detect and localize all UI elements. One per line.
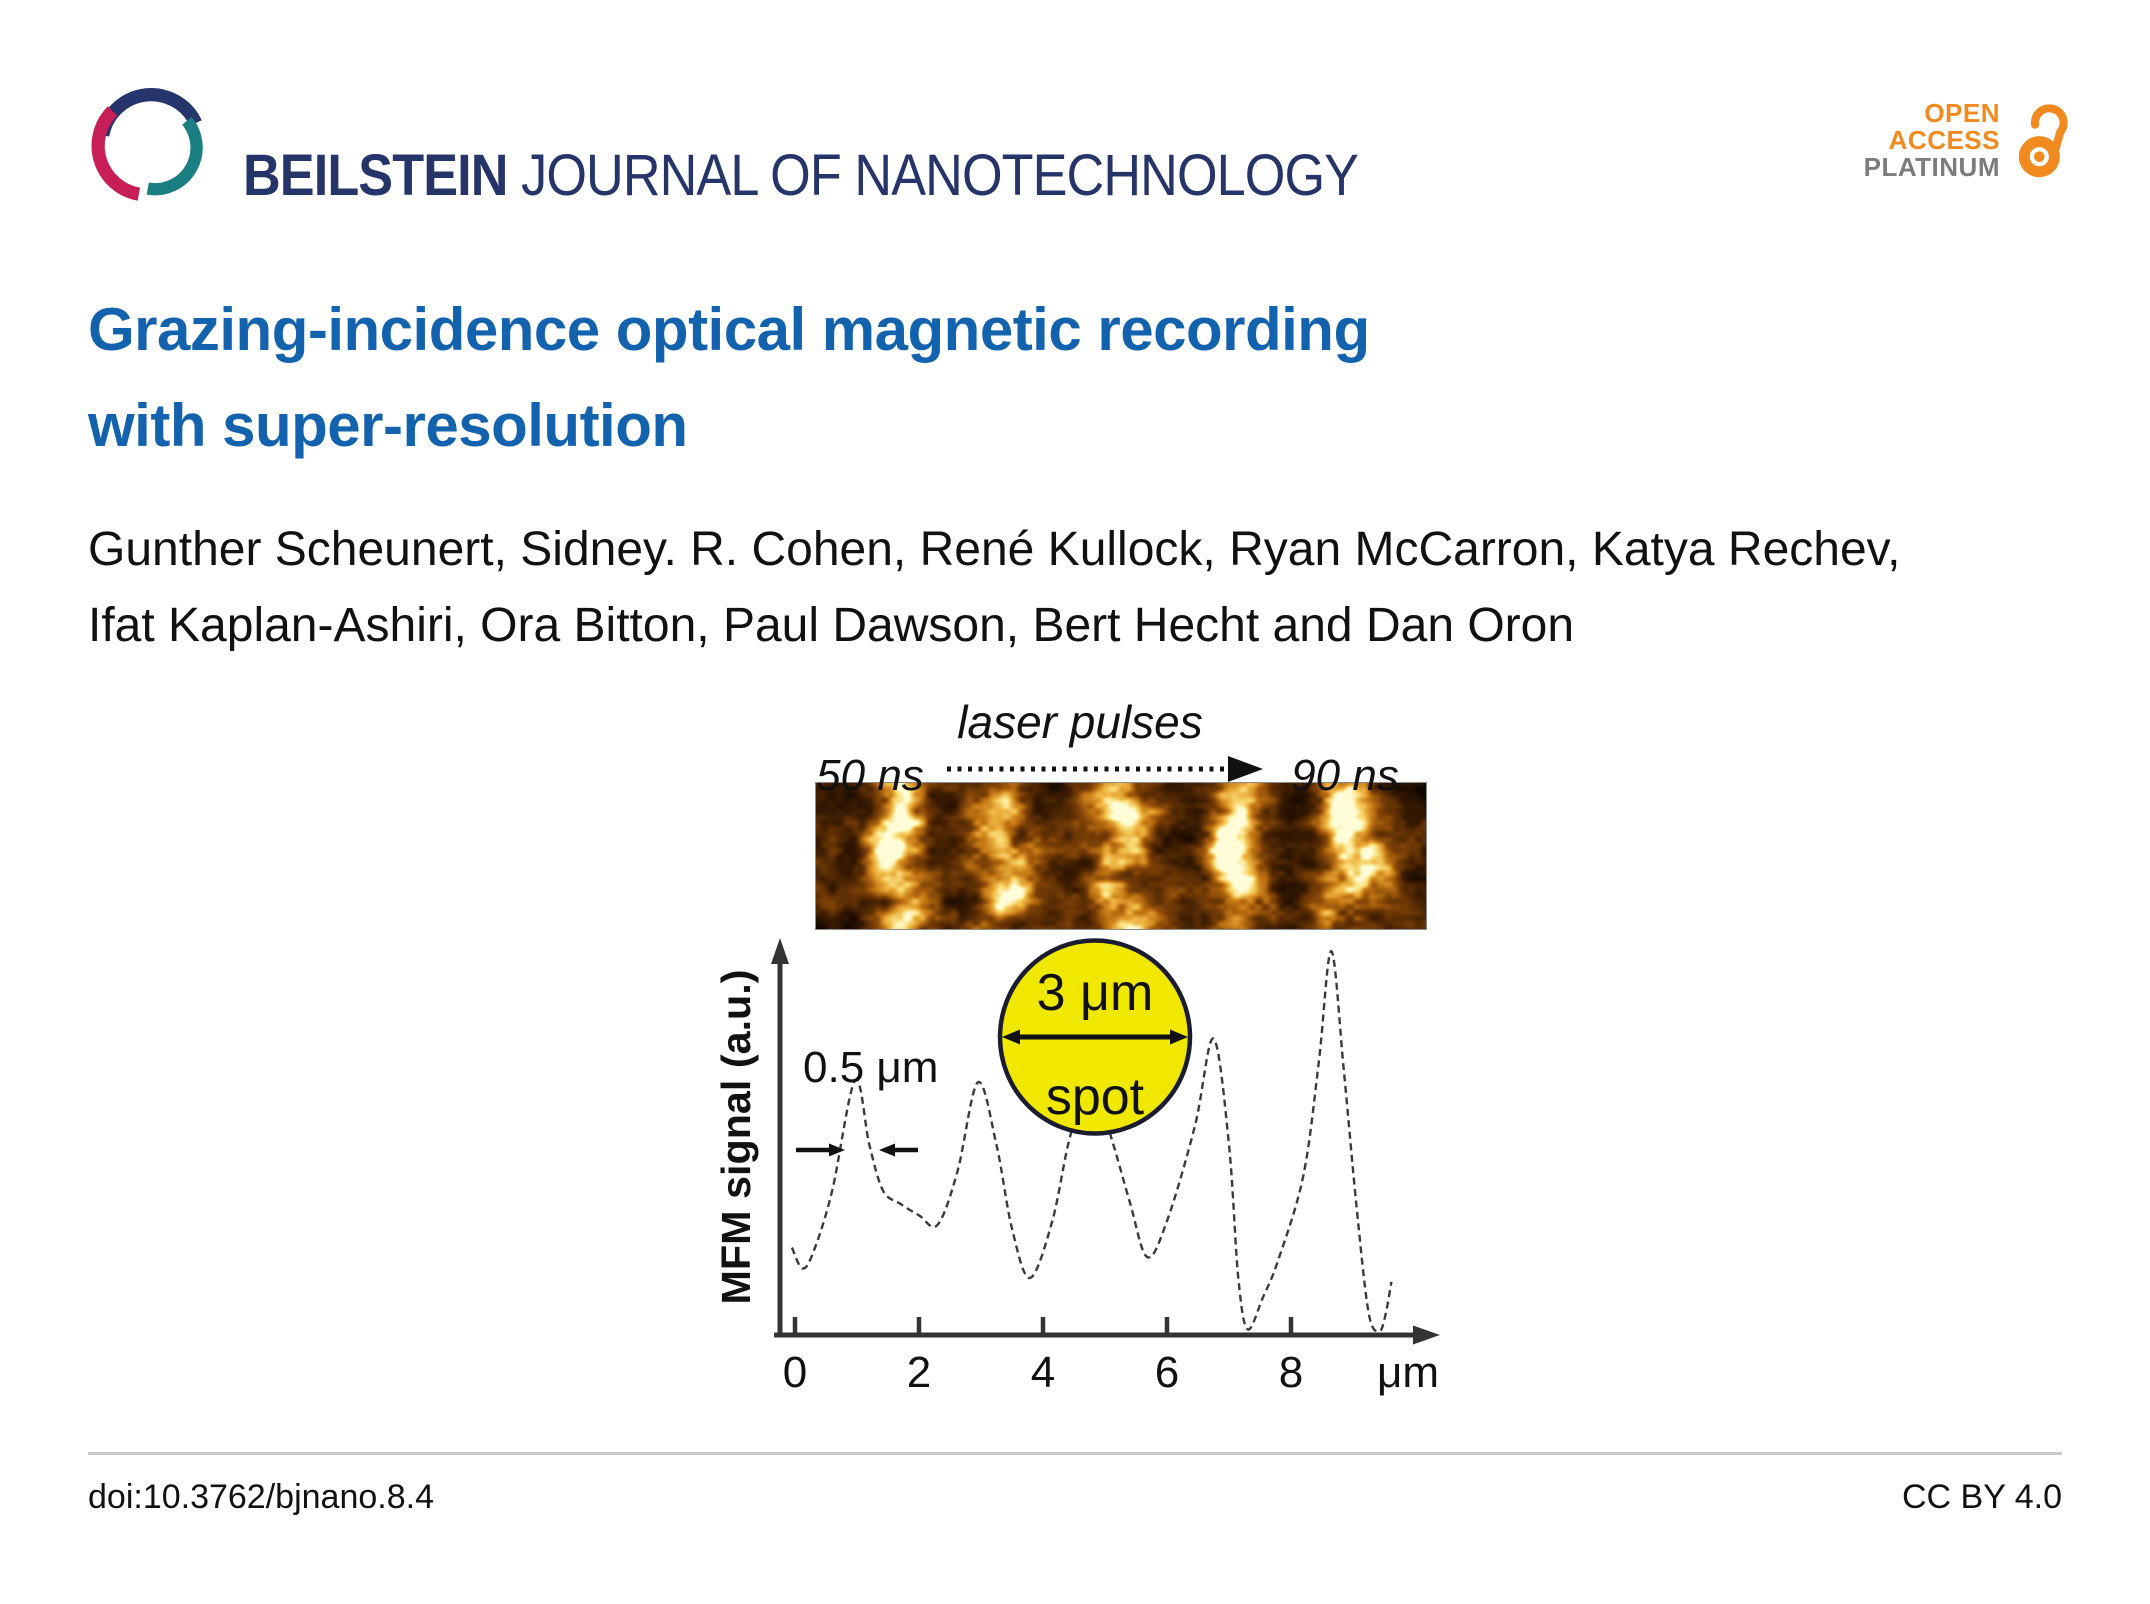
article-title: Grazing-incidence optical magnetic recor… [88, 282, 1370, 474]
author-list: Gunther Scheunert, Sidney. R. Cohen, Ren… [88, 512, 1900, 664]
journal-name: BEILSTEIN JOURNAL OF NANOTECHNOLOGY [243, 142, 1359, 209]
logo-arc-navy [96, 88, 202, 137]
logo-arc-crimson [91, 106, 141, 201]
title-line-1: Grazing-incidence optical magnetic recor… [88, 296, 1370, 363]
lock-keyhole [2034, 151, 2045, 162]
dotted-arrow [947, 756, 1263, 782]
open-access-lock-icon [2018, 104, 2068, 178]
open-access-line2: ACCESS [1888, 124, 2000, 155]
open-access-line3: PLATINUM [1863, 151, 2000, 182]
laser-spot-circle: 3 μm spot [997, 938, 1193, 1136]
x-tick-label: 8 [1279, 1348, 1303, 1397]
journal-name-rest: JOURNAL OF NANOTECHNOLOGY [507, 143, 1359, 208]
x-tick-label: 0 [783, 1348, 807, 1397]
spot-diameter-arrow [1002, 1029, 1188, 1045]
open-access-text: OPEN ACCESS PLATINUM [1863, 97, 2000, 182]
axes: 0 2 4 6 8 μm MFM signal (a.u.) [713, 938, 1440, 1397]
pulse-time-right-label: 90 ns [1291, 751, 1399, 800]
spot-word-label: spot [1046, 1068, 1145, 1126]
x-tick-group: 0 2 4 6 8 [783, 1317, 1303, 1397]
x-axis-unit-label: μm [1377, 1348, 1439, 1397]
mfm-image-strip [815, 782, 1427, 930]
authors-line-2: Ifat Kaplan-Ashiri, Ora Bitton, Paul Daw… [88, 599, 1575, 652]
logo-arc-teal [146, 116, 203, 196]
x-tick-label: 4 [1031, 1348, 1055, 1397]
x-tick-label: 6 [1155, 1348, 1179, 1397]
footer-divider [88, 1452, 2062, 1455]
open-access-badge: OPEN ACCESS PLATINUM [1864, 96, 2072, 184]
y-axis-arrow-icon [771, 938, 789, 964]
open-access-line1: OPEN [1924, 97, 2000, 128]
doi-text: doi:10.3762/bjnano.8.4 [88, 1478, 434, 1516]
peak-width-label: 0.5 μm [803, 1043, 938, 1092]
x-tick-label: 2 [907, 1348, 931, 1397]
peak-width-annotation: 0.5 μm [796, 1043, 938, 1157]
pulse-time-left-label: 50 ns [816, 751, 924, 800]
arrow-left-icon [879, 1143, 895, 1157]
spot-diameter-label: 3 μm [1037, 964, 1154, 1022]
y-axis-label: MFM signal (a.u.) [713, 970, 759, 1305]
x-axis-arrow-icon [1413, 1325, 1440, 1345]
title-line-2: with super-resolution [88, 392, 688, 459]
mfm-signal-curve [790, 949, 1393, 1333]
graphical-abstract-figure: laser pulses 50 ns 90 ns 0.5 μm 3 μm [680, 650, 1470, 1410]
arrow-right-icon [829, 1143, 845, 1157]
license-text: CC BY 4.0 [1901, 1478, 2062, 1516]
beilstein-swirl-logo-icon [91, 88, 203, 201]
mfm-signal-plot: laser pulses 50 ns 90 ns 0.5 μm 3 μm [713, 696, 1440, 1397]
authors-line-1: Gunther Scheunert, Sidney. R. Cohen, Ren… [88, 523, 1901, 576]
laser-pulses-label: laser pulses [957, 696, 1202, 748]
lock-shackle [2030, 104, 2068, 152]
journal-name-bold: BEILSTEIN [243, 143, 508, 208]
